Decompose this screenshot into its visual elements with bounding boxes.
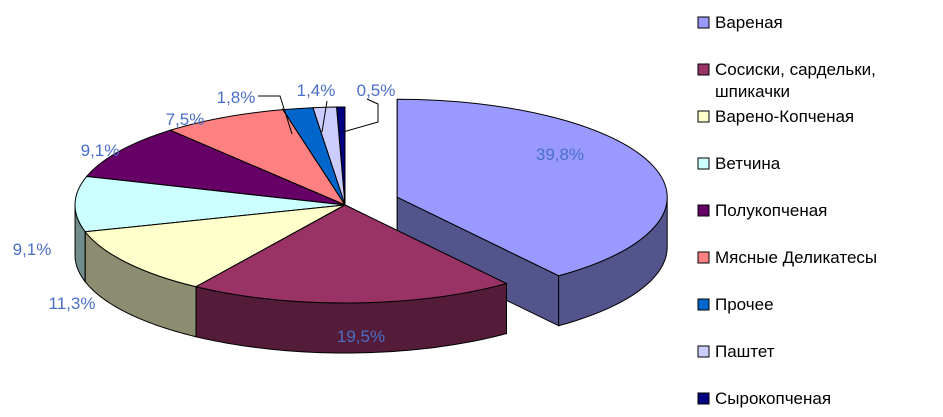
legend-label: Паштет — [715, 342, 775, 361]
legend-item-7: Прочее — [697, 295, 774, 314]
legend-label: Сырокопченая — [715, 389, 831, 408]
data-label-6: 7,5% — [166, 110, 205, 129]
legend-item-5: Полукопченая — [697, 201, 827, 220]
data-label-8: 1,4% — [297, 81, 336, 100]
data-label-5: 9,1% — [81, 141, 120, 160]
legend-swatch — [697, 204, 710, 217]
data-label-4: 9,1% — [13, 240, 52, 259]
legend-label: Прочее — [715, 295, 774, 314]
legend-swatch — [697, 392, 710, 405]
legend-swatch — [697, 251, 710, 264]
legend-item-2: Сосиски, сардельки, шпикачки — [697, 60, 876, 101]
leader-line-8 — [321, 100, 328, 133]
legend-swatch — [697, 157, 710, 170]
legend-label: Вареная — [715, 13, 783, 32]
legend-label: Мясные Деликатесы — [715, 248, 877, 267]
legend-swatch — [697, 298, 710, 311]
data-label-3: 11,3% — [49, 294, 96, 313]
legend-swatch — [697, 345, 710, 358]
legend-label-cont: шпикачки — [715, 82, 790, 101]
data-label-7: 1,8% — [217, 88, 256, 107]
legend-item-8: Паштет — [697, 342, 775, 361]
legend-label: Варено-Копченая — [715, 107, 854, 126]
leader-line-7 — [258, 95, 293, 135]
data-label-2: 19,5% — [337, 327, 385, 346]
pie-slice-2 — [194, 204, 508, 354]
data-label-1: 39,8% — [536, 145, 584, 164]
legend-swatch — [697, 63, 710, 76]
legend-label: Ветчина — [715, 154, 781, 173]
leader-line-9 — [342, 98, 379, 133]
legend-label: Полукопченая — [715, 201, 827, 220]
legend-item-3: Варено-Копченая — [697, 107, 854, 126]
legend-swatch — [697, 110, 710, 123]
data-label-9: 0,5% — [357, 81, 396, 100]
legend-item-6: Мясные Деликатесы — [697, 248, 877, 267]
legend-label: Сосиски, сардельки, — [715, 60, 876, 79]
legend-swatch — [697, 16, 710, 29]
legend-item-1: Вареная — [697, 13, 783, 32]
legend-item-9: Сырокопченая — [697, 389, 831, 408]
legend-item-4: Ветчина — [697, 154, 781, 173]
pie-slice-1 — [396, 98, 668, 327]
